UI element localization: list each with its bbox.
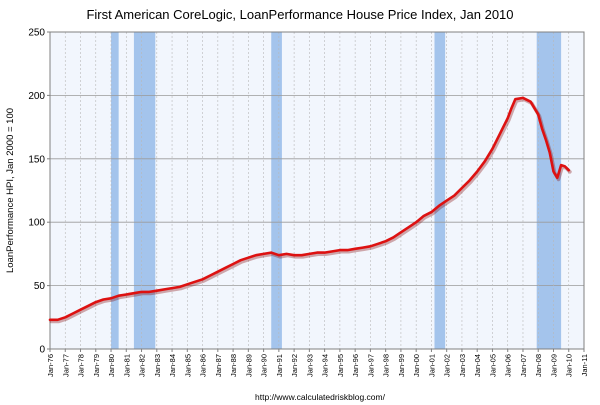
y-tick-label: 50 <box>34 281 46 292</box>
x-tick-label: Jan-79 <box>92 354 101 377</box>
plot-border <box>49 31 585 350</box>
y-tick-label: 200 <box>28 91 45 102</box>
x-tick-label: Jan-87 <box>214 354 223 377</box>
x-axis-ticks: Jan-76 Jan-77 Jan-78 Jan-79 Jan-80 Jan-81 Jan-… <box>46 349 589 377</box>
x-tick-label: Jan-90 <box>260 354 269 377</box>
x-tick-label: Jan-84 <box>168 354 177 377</box>
x-tick-label: Jan-99 <box>397 354 406 377</box>
x-tick-label: Jan-07 <box>519 354 528 377</box>
x-tick-label: Jan-00 <box>412 354 421 377</box>
x-tick-label: Jan-94 <box>321 354 330 377</box>
x-tick-label: Jan-97 <box>366 354 375 377</box>
x-tick-label: Jan-11 <box>580 354 589 376</box>
source-url: http://www.calculatedriskblog.com/ <box>255 392 386 402</box>
x-tick-label: Jan-10 <box>565 354 574 377</box>
x-tick-label: Jan-08 <box>534 354 543 377</box>
x-tick-label: Jan-09 <box>549 354 558 377</box>
x-tick-label: Jan-01 <box>427 354 436 377</box>
recession-bar-3 <box>271 32 282 349</box>
y-axis-label: LoanPerformance HPI, Jan 2000 = 100 <box>5 108 16 273</box>
x-tick-label: Jan-91 <box>275 354 284 377</box>
y-axis-ticks: 0 50 100 150 200 250 <box>28 28 50 356</box>
chart-title: First American CoreLogic, LoanPerformanc… <box>86 7 513 22</box>
x-tick-label: Jan-86 <box>199 354 208 377</box>
x-tick-label: Jan-78 <box>77 354 86 377</box>
series-line <box>48 96 571 322</box>
x-tick-label: Jan-82 <box>138 354 147 377</box>
x-tick-label: Jan-03 <box>458 354 467 377</box>
x-tick-label: Jan-06 <box>504 354 513 377</box>
x-tick-label: Jan-02 <box>443 354 452 377</box>
y-tick-label: 100 <box>28 218 45 229</box>
y-tick-label: 250 <box>28 28 45 39</box>
y-tick-label: 150 <box>28 154 45 165</box>
y-tick-label: 0 <box>39 345 45 356</box>
recession-bar-1 <box>111 32 119 349</box>
x-tick-label: Jan-96 <box>351 354 360 377</box>
x-tick-label: Jan-83 <box>153 354 162 377</box>
recession-bar-4 <box>434 32 446 349</box>
x-tick-label: Jan-88 <box>229 354 238 377</box>
x-tick-label: Jan-85 <box>183 354 192 377</box>
series-line-shadow <box>49 97 572 324</box>
plot-area <box>50 32 584 349</box>
x-tick-label: Jan-04 <box>473 354 482 377</box>
x-tick-label: Jan-77 <box>61 354 70 377</box>
x-tick-label: Jan-98 <box>382 354 391 377</box>
x-tick-label: Jan-93 <box>305 354 314 377</box>
recession-bars <box>111 32 562 349</box>
x-tick-label: Jan-05 <box>488 354 497 377</box>
x-tick-label: Jan-76 <box>46 354 55 377</box>
x-tick-label: Jan-80 <box>107 354 116 377</box>
series-group <box>48 96 572 324</box>
x-tick-label: Jan-81 <box>122 354 131 377</box>
recession-bar-5 <box>536 32 562 349</box>
x-tick-label: Jan-92 <box>290 354 299 377</box>
recession-bar-2 <box>133 32 156 349</box>
x-tick-label: Jan-89 <box>244 354 253 377</box>
x-tick-label: Jan-95 <box>336 354 345 377</box>
